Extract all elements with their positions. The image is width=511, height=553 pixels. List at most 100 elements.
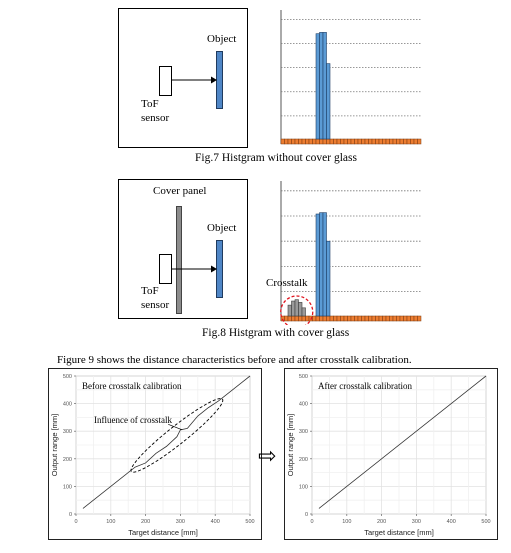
hist-bin-orange	[305, 315, 310, 322]
hist-bin-orange	[392, 315, 397, 322]
hist-bin-orange	[406, 138, 411, 145]
fig7-sensor-label-2: sensor	[141, 112, 170, 124]
x-tick-label: 100	[106, 519, 115, 525]
fig7-tof-sensor	[159, 66, 172, 96]
y-tick-label: 200	[63, 457, 72, 463]
hist-bar-blue	[315, 33, 320, 140]
fig8-crosstalk-label: Crosstalk	[266, 277, 308, 289]
y-tick-label: 0	[305, 512, 308, 518]
hist-bin-orange	[280, 138, 285, 145]
hist-bin-orange	[382, 315, 387, 322]
fig8-arrow	[171, 265, 217, 273]
fig8-object-label: Object	[207, 222, 237, 234]
x-axis-title: Target distance [mm]	[364, 528, 434, 537]
hist-bin-orange	[298, 138, 303, 145]
x-tick-label: 200	[377, 519, 386, 525]
y-tick-label: 400	[63, 402, 72, 408]
hist-bar-blue	[315, 213, 320, 317]
hist-bin-orange	[389, 315, 394, 322]
hist-bin-orange	[333, 315, 338, 322]
hist-bin-orange	[322, 315, 327, 322]
hist-bin-orange	[364, 315, 369, 322]
x-tick-label: 300	[412, 519, 421, 525]
hist-bin-orange	[396, 315, 401, 322]
x-tick-label: 500	[245, 519, 254, 525]
hist-bin-orange	[329, 315, 334, 322]
hist-bin-orange	[382, 138, 387, 145]
x-tick-label: 0	[310, 519, 313, 525]
hist-bin-orange	[315, 138, 320, 145]
hist-bin-orange	[284, 138, 289, 145]
x-axis-title: Target distance [mm]	[128, 528, 198, 537]
hist-bin-orange	[294, 138, 299, 145]
hist-bin-orange	[357, 315, 362, 322]
y-axis-title: Output range [mm]	[50, 414, 59, 477]
fig7-sensor-label-1: ToF	[141, 98, 159, 110]
hist-bin-orange	[357, 138, 362, 145]
series-line	[318, 375, 487, 509]
fig8-caption: Fig.8 Histgram with cover glass	[202, 327, 350, 339]
fig7-object-plate	[216, 51, 223, 109]
x-tick-label: 400	[447, 519, 456, 525]
hist-bin-orange	[336, 315, 341, 322]
hist-bin-orange	[319, 138, 324, 145]
hist-bin-orange	[287, 138, 292, 145]
x-tick-label: 400	[211, 519, 220, 525]
hist-bin-orange	[301, 138, 306, 145]
hist-bin-orange	[298, 315, 303, 322]
y-tick-label: 300	[63, 429, 72, 435]
hist-bin-orange	[315, 315, 320, 322]
hist-bin-orange	[375, 138, 380, 145]
hist-bin-orange	[410, 315, 415, 322]
hist-bin-orange	[385, 315, 390, 322]
hist-bin-orange	[329, 138, 334, 145]
hist-bar-blue	[322, 212, 327, 317]
hist-bin-orange	[354, 315, 359, 322]
hist-bar-blue	[326, 240, 331, 317]
calibration-arrow-icon: ⇨	[258, 444, 277, 469]
hist-bin-orange	[340, 138, 345, 145]
hist-bin-orange	[378, 315, 383, 322]
hist-bin-orange	[413, 138, 418, 145]
hist-bar-crosstalk	[287, 304, 292, 317]
hist-bin-orange	[389, 138, 394, 145]
hist-bin-orange	[399, 315, 404, 322]
hist-bin-orange	[392, 138, 397, 145]
x-tick-label: 100	[342, 519, 351, 525]
hist-bar-blue	[319, 212, 324, 317]
hist-bin-orange	[368, 315, 373, 322]
fig7-diagram: Object ToF sensor	[118, 8, 248, 148]
crosstalk-circle	[280, 295, 314, 325]
y-tick-label: 500	[63, 374, 72, 380]
hist-bin-orange	[375, 315, 380, 322]
hist-bin-orange	[385, 138, 390, 145]
y-tick-label: 400	[299, 402, 308, 408]
fig7-caption: Fig.7 Histgram without cover glass	[195, 152, 357, 164]
hist-bin-orange	[291, 315, 296, 322]
chart-after-calibration: 0 100 200 300 400 500 0 100 200 300 400 500 Target d…	[284, 368, 498, 540]
fig8-cover-label: Cover panel	[153, 185, 207, 197]
hist-bar-blue	[326, 63, 331, 140]
hist-bin-orange	[291, 138, 296, 145]
chart-before-calibration: 0 100 200 300 400 500 0 100 200 300 400 500 Target d…	[48, 368, 262, 540]
hist-bin-orange	[413, 315, 418, 322]
annotation-leader	[168, 423, 183, 431]
hist-bin-orange	[417, 138, 422, 145]
y-axis-title: Output range [mm]	[286, 414, 295, 477]
hist-bin-orange	[340, 315, 345, 322]
hist-bin-orange	[364, 138, 369, 145]
hist-bin-orange	[326, 315, 331, 322]
hist-bin-orange	[371, 315, 376, 322]
x-tick-label: 500	[481, 519, 490, 525]
chart-title: Before crosstalk calibration	[82, 381, 182, 391]
hist-bin-orange	[361, 315, 366, 322]
hist-bin-orange	[305, 138, 310, 145]
hist-bin-orange	[350, 138, 355, 145]
hist-bin-orange	[301, 315, 306, 322]
hist-bin-orange	[333, 138, 338, 145]
hist-bin-orange	[308, 138, 313, 145]
hist-bin-orange	[347, 315, 352, 322]
fig8-object-plate	[216, 240, 223, 298]
hist-bin-orange	[361, 138, 366, 145]
hist-bin-orange	[294, 315, 299, 322]
